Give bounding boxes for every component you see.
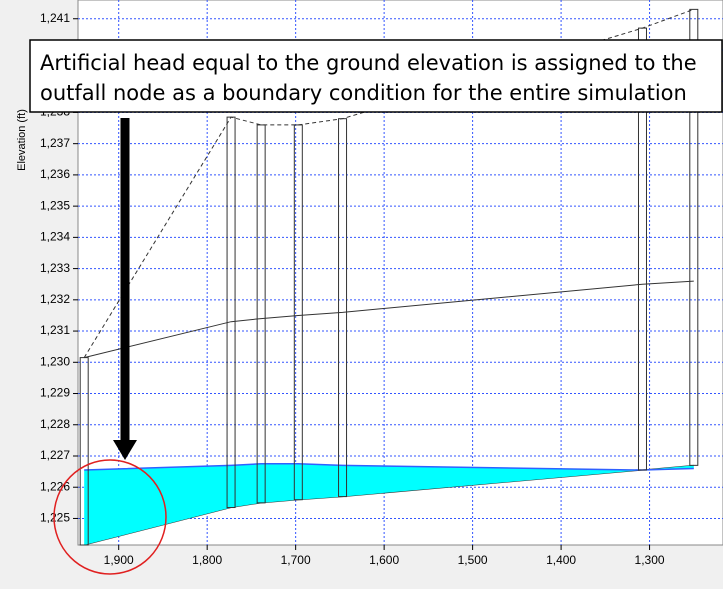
node [226, 116, 236, 509]
y-tick-label: 1,228 [40, 417, 70, 431]
x-tick-label: 1,500 [458, 553, 488, 567]
y-tick-label: 1,225 [40, 511, 70, 525]
y-tick-label: 1,232 [40, 292, 70, 306]
y-axis-label: Elevation (ft) [16, 109, 28, 171]
y-tick-label: 1,234 [40, 230, 70, 244]
x-tick-label: 1,300 [635, 553, 665, 567]
pipe-line [84, 280, 694, 359]
annotation-line: Artificial head equal to the ground elev… [40, 51, 697, 75]
annotation: Artificial head equal to the ground elev… [29, 39, 723, 113]
node [293, 124, 303, 501]
y-tick-label: 1,227 [40, 448, 70, 462]
marks [79, 8, 699, 546]
arrow-head [113, 440, 137, 460]
y-tick-label: 1,229 [40, 386, 70, 400]
x-tick-label: 1,700 [281, 553, 311, 567]
y-tick-label: 1,233 [40, 261, 70, 275]
y-tick-label: 1,231 [40, 323, 70, 337]
y-tick-label: 1,236 [40, 167, 70, 181]
node [637, 27, 647, 471]
annotation-box [29, 39, 723, 113]
y-tick-label: 1,237 [40, 136, 70, 150]
annotation-line: outfall node as a boundary condition for… [40, 81, 687, 105]
y-tick-label: 1,241 [40, 11, 70, 25]
x-tick-label: 1,800 [192, 553, 222, 567]
node [689, 8, 699, 466]
x-tick-label: 1,600 [369, 553, 399, 567]
node [256, 124, 266, 504]
highlight-circle [53, 459, 167, 575]
node [338, 118, 348, 498]
y-tick-label: 1,235 [40, 198, 70, 212]
x-tick-label: 1,900 [104, 553, 134, 567]
y-tick-label: 1,226 [40, 479, 70, 493]
x-tick-label: 1,400 [546, 553, 576, 567]
y-tick-label: 1,230 [40, 354, 70, 368]
node [79, 357, 89, 546]
water-area [84, 463, 694, 545]
